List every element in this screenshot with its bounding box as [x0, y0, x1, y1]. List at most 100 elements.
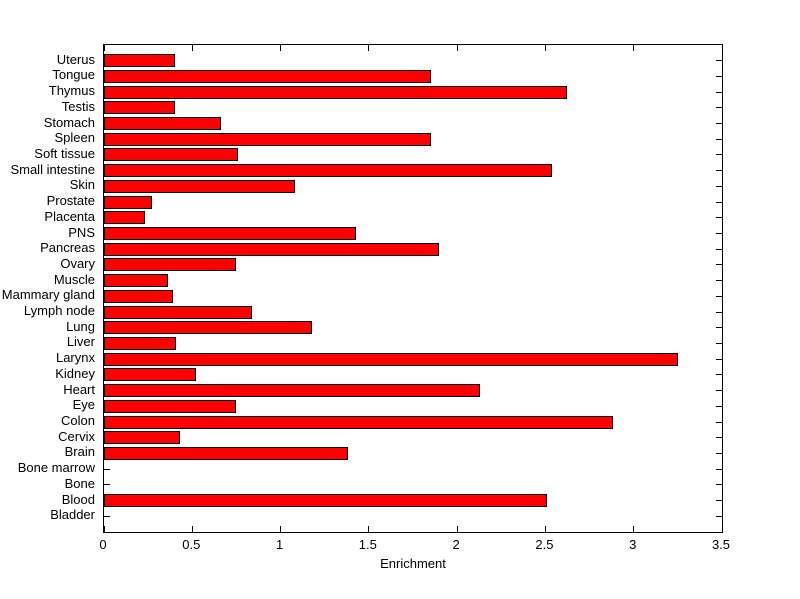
y-tick-right	[716, 264, 722, 266]
x-tick-bottom	[280, 526, 282, 532]
bar-pancreas	[104, 242, 440, 256]
y-tick-right	[716, 421, 722, 423]
bar-muscle	[104, 274, 168, 288]
x-tick-label: 0	[99, 537, 107, 552]
y-tick-right	[716, 107, 722, 109]
y-tick-right	[716, 201, 722, 203]
x-tick-label: 1	[275, 537, 284, 552]
x-tick-top	[633, 45, 635, 51]
y-label-heart: Heart	[63, 381, 95, 397]
y-label-brain: Brain	[64, 444, 95, 460]
y-tick-right	[716, 437, 722, 439]
bar-pns	[104, 227, 357, 241]
y-label-lung: Lung	[66, 318, 95, 334]
y-label-cervix: Cervix	[58, 428, 95, 444]
y-tick-right	[716, 295, 722, 297]
bar-larynx	[104, 352, 678, 366]
x-tick-top	[103, 45, 105, 51]
y-tick-right	[716, 390, 722, 392]
y-tick-right	[716, 75, 722, 77]
x-tick-bottom	[103, 526, 105, 532]
y-tick-right	[716, 138, 722, 140]
bar-ovary	[104, 258, 237, 272]
y-label-soft-tissue: Soft tissue	[34, 145, 95, 161]
y-tick-right	[716, 154, 722, 156]
x-tick-label: 0.5	[182, 537, 201, 552]
y-label-uterus: Uterus	[56, 51, 95, 67]
bar-blood	[104, 494, 548, 508]
x-tick-bottom	[721, 526, 723, 532]
x-tick-top	[456, 45, 458, 51]
bar-brain	[104, 446, 348, 460]
bar-heart	[104, 384, 481, 398]
bar-testis	[104, 101, 175, 115]
x-tick-label: 2.5	[535, 537, 554, 552]
y-tick-right	[716, 311, 722, 313]
y-tick-right	[716, 358, 722, 360]
bar-thymus	[104, 85, 567, 99]
x-tick-bottom	[368, 526, 370, 532]
y-tick-right	[716, 405, 722, 407]
y-label-small-intestine: Small intestine	[10, 161, 95, 177]
y-label-liver: Liver	[66, 334, 95, 350]
bar-uterus	[104, 54, 175, 68]
y-tick-right	[716, 91, 722, 93]
x-tick-label: 1.5	[358, 537, 377, 552]
y-label-prostate: Prostate	[46, 193, 95, 209]
y-label-kidney: Kidney	[55, 365, 95, 381]
y-tick-right	[716, 327, 722, 329]
x-tick-top	[368, 45, 370, 51]
y-tick-right	[716, 185, 722, 187]
y-label-muscle: Muscle	[53, 271, 95, 287]
y-tick-right	[716, 170, 722, 172]
y-tick-right	[716, 233, 722, 235]
y-label-thymus: Thymus	[48, 83, 95, 99]
x-tick-top	[191, 45, 193, 51]
bar-lung	[104, 321, 313, 335]
y-label-eye: Eye	[72, 397, 95, 413]
y-tick-right	[716, 280, 722, 282]
y-tick-right	[716, 374, 722, 376]
y-label-skin: Skin	[69, 177, 95, 193]
bar-spleen	[104, 132, 431, 146]
x-tick-label: 3.5	[711, 537, 731, 552]
x-axis-title: Enrichment	[380, 556, 446, 571]
y-tick-right	[716, 515, 722, 517]
y-label-bladder: Bladder	[50, 507, 95, 523]
x-tick-bottom	[544, 526, 546, 532]
y-label-blood: Blood	[61, 491, 95, 507]
y-tick-right	[716, 123, 722, 125]
x-tick-bottom	[456, 526, 458, 532]
bar-lymph-node	[104, 305, 253, 319]
y-label-colon: Colon	[61, 413, 95, 429]
y-label-pns: PNS	[68, 224, 95, 240]
y-tick-right	[716, 248, 722, 250]
bar-tongue	[104, 69, 431, 83]
y-label-larynx: Larynx	[55, 350, 95, 366]
y-tick-right	[716, 60, 722, 62]
x-tick-bottom	[633, 526, 635, 532]
y-label-bone: Bone	[64, 475, 95, 491]
y-label-tongue: Tongue	[52, 67, 95, 83]
bar-stomach	[104, 117, 221, 131]
y-tick-left	[104, 515, 110, 517]
bar-eye	[104, 399, 237, 413]
y-tick-right	[716, 500, 722, 502]
y-tick-left	[104, 484, 110, 486]
y-tick-right	[716, 452, 722, 454]
bar-placenta	[104, 211, 145, 225]
y-label-testis: Testis	[61, 98, 95, 114]
y-label-mammary-gland: Mammary gland	[1, 287, 95, 303]
y-label-pancreas: Pancreas	[40, 240, 95, 256]
bar-small-intestine	[104, 164, 553, 178]
y-label-ovary: Ovary	[60, 255, 95, 271]
plot-area	[103, 44, 723, 533]
y-label-spleen: Spleen	[54, 130, 95, 146]
bar-mammary-gland	[104, 289, 173, 303]
bar-soft-tissue	[104, 148, 239, 162]
x-tick-top	[280, 45, 282, 51]
y-tick-right	[716, 217, 722, 219]
y-tick-right	[716, 342, 722, 344]
x-tick-bottom	[191, 526, 193, 532]
